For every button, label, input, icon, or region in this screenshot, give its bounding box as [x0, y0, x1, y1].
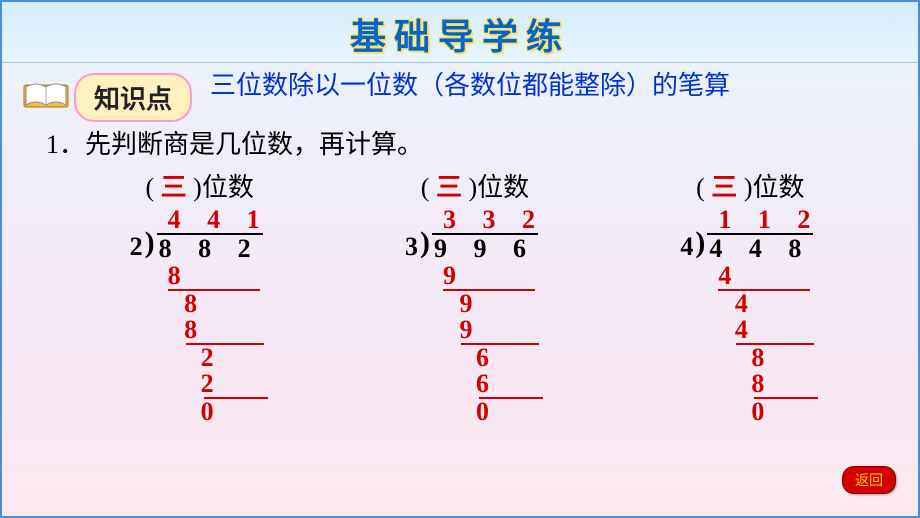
division-line: 4)4 4 8: [680, 233, 820, 262]
division-bracket: ): [695, 231, 705, 255]
problems-container: ( 三 )位数4 4 12)8 8 28 8 8 2 2 0( 三 )位数3 3…: [2, 161, 918, 425]
question-body: 先判断商是几位数，再计算。: [85, 130, 423, 159]
work-row: 8: [130, 317, 270, 343]
digits-answer: 三: [436, 173, 462, 202]
work-steps: 9 9 9 6 6 0: [405, 263, 545, 425]
division-line: 3)9 9 6: [405, 233, 545, 262]
work-steps: 4 4 4 8 8 0: [680, 263, 820, 425]
work-row: 8: [680, 371, 820, 397]
work-row: 4: [680, 291, 820, 317]
question-text: 1．先判断商是几位数，再计算。: [2, 122, 918, 161]
work-row: 0: [405, 399, 545, 425]
digits-answer: 三: [161, 173, 187, 202]
topic-text: 三位数除以一位数（各数位都能整除）的笔算: [210, 69, 898, 103]
division-bracket: ): [420, 231, 430, 255]
work-row: 9: [405, 263, 545, 289]
long-division: 3 3 23)9 9 69 9 9 6 6 0: [405, 206, 545, 425]
long-division: 1 1 24)4 4 84 4 4 8 8 0: [680, 206, 820, 425]
work-row: 9: [405, 317, 545, 343]
digits-label: ( 三 )位数: [145, 167, 253, 204]
division-line: 2)8 8 2: [130, 233, 270, 262]
work-row: 4: [680, 263, 820, 289]
work-row: 0: [130, 399, 270, 425]
book-icon: [22, 77, 70, 111]
work-row: 8: [130, 291, 270, 317]
banner-title: 基础导学练: [350, 17, 570, 57]
divisor: 3: [405, 233, 420, 260]
division-bracket: ): [145, 231, 155, 255]
work-row: 8: [680, 345, 820, 371]
work-row: 0: [680, 399, 820, 425]
work-row: 8: [130, 263, 270, 289]
dividend: 4 4 8: [707, 233, 813, 262]
work-steps: 8 8 8 2 2 0: [130, 263, 270, 425]
back-button[interactable]: 返回: [842, 466, 896, 494]
digits-label: ( 三 )位数: [696, 167, 804, 204]
digits-label: ( 三 )位数: [421, 167, 529, 204]
topic-row: 知识点 三位数除以一位数（各数位都能整除）的笔算: [2, 63, 918, 122]
divisor: 2: [130, 233, 145, 260]
digits-answer: 三: [711, 173, 737, 202]
problem: ( 三 )位数4 4 12)8 8 28 8 8 2 2 0: [130, 167, 270, 425]
question-number: 1．: [46, 130, 85, 159]
topic-label: 知识点: [74, 73, 192, 122]
work-row: 2: [130, 371, 270, 397]
long-division: 4 4 12)8 8 28 8 8 2 2 0: [130, 206, 270, 425]
work-row: 2: [130, 345, 270, 371]
dividend: 9 9 6: [432, 233, 538, 262]
title-banner: 基础导学练: [2, 2, 918, 63]
work-row: 6: [405, 345, 545, 371]
work-row: 9: [405, 291, 545, 317]
work-row: 4: [680, 317, 820, 343]
work-row: 6: [405, 371, 545, 397]
divisor: 4: [680, 233, 695, 260]
problem: ( 三 )位数3 3 23)9 9 69 9 9 6 6 0: [405, 167, 545, 425]
problem: ( 三 )位数1 1 24)4 4 84 4 4 8 8 0: [680, 167, 820, 425]
dividend: 8 8 2: [157, 233, 263, 262]
